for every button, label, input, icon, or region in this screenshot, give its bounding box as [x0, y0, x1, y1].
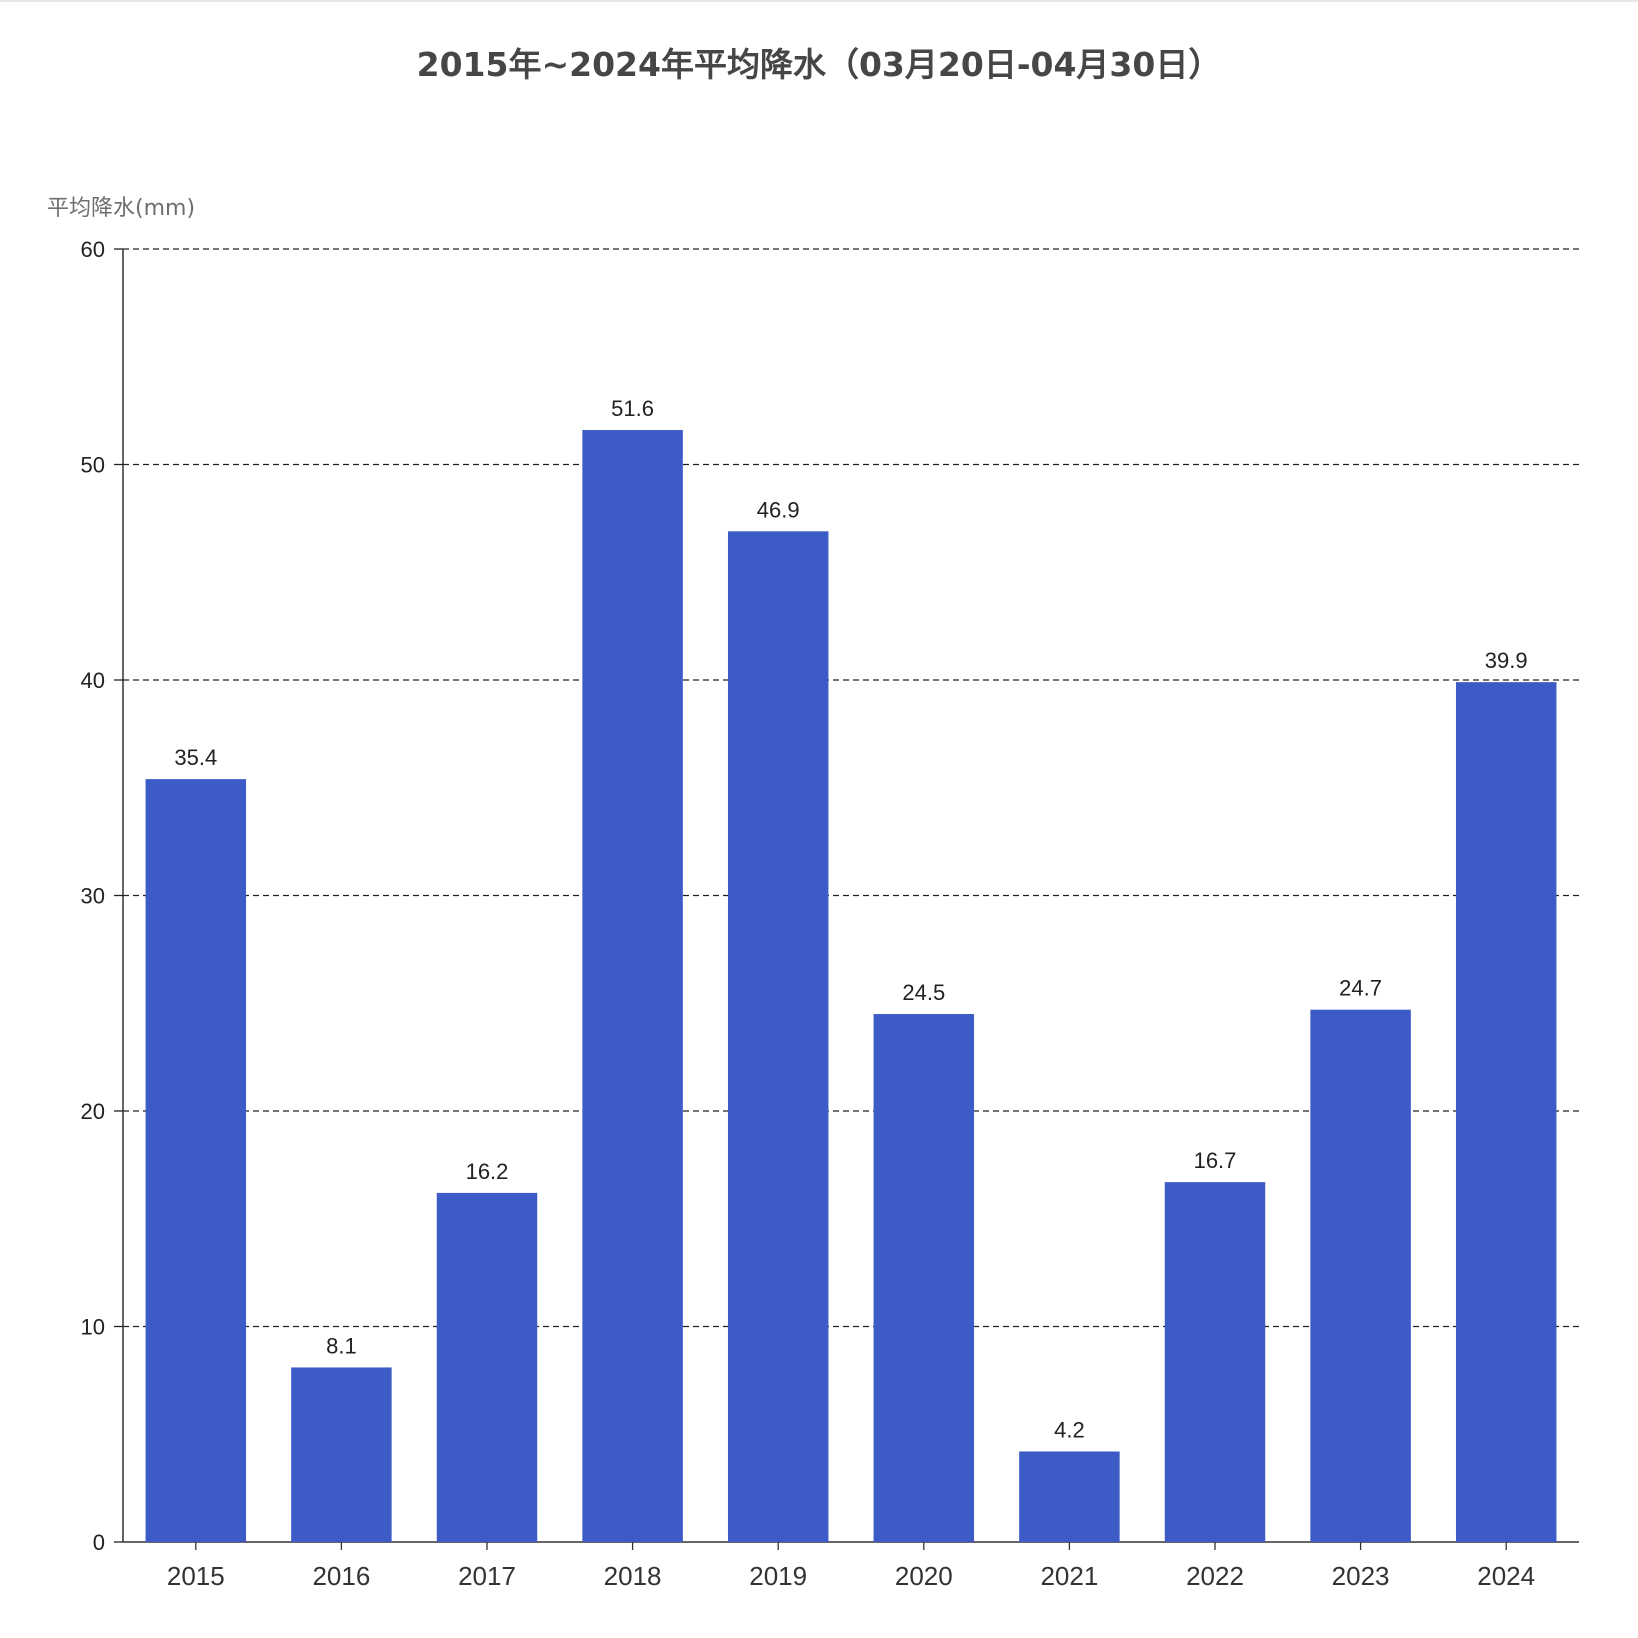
x-tick-label-2021: 2021 [1040, 1561, 1098, 1591]
bar-2016 [291, 1367, 392, 1542]
x-tick-label-2022: 2022 [1186, 1561, 1244, 1591]
top-border [0, 0, 1638, 2]
y-tick-label-0: 0 [93, 1530, 105, 1555]
data-label-2021: 4.2 [1054, 1417, 1085, 1442]
y-axis-label: 平均降水(mm) [47, 196, 195, 221]
y-tick-label-20: 20 [81, 1099, 105, 1124]
data-label-2018: 51.6 [611, 396, 654, 421]
bar-2017 [436, 1192, 538, 1542]
bar-2024 [1455, 682, 1557, 1542]
x-tick-label-2023: 2023 [1332, 1561, 1390, 1591]
x-tick-label-2019: 2019 [749, 1561, 807, 1591]
data-label-2024: 39.9 [1485, 648, 1528, 673]
bar-2015 [145, 779, 247, 1542]
bar-2023 [1310, 1009, 1411, 1542]
x-tick-label-2017: 2017 [458, 1561, 516, 1591]
data-label-2016: 8.1 [326, 1333, 357, 1358]
data-labels: 35.4 8.1 16.2 51.6 46.9 24.5 4.2 16.7 24.7 39.9 [174, 396, 1527, 1442]
x-tick-label-2015: 2015 [167, 1561, 225, 1591]
bar-2019 [727, 531, 829, 1542]
data-label-2022: 16.7 [1194, 1148, 1237, 1173]
bar-2022 [1164, 1182, 1266, 1542]
chart-title: 2015年~2024年平均降水（03月20日-04月30日） [416, 45, 1222, 84]
bars [145, 430, 1557, 1542]
data-label-2017: 16.2 [466, 1159, 509, 1184]
y-tick-label-10: 10 [81, 1315, 105, 1340]
y-tick-label-30: 30 [81, 884, 105, 909]
data-label-2020: 24.5 [902, 980, 945, 1005]
x-tick-labels: 2015 2016 2017 2018 2019 2020 2021 2022 2023 2024 [167, 1561, 1535, 1591]
bar-2021 [1019, 1451, 1120, 1542]
y-tick-labels: 0 10 20 30 40 50 60 [81, 237, 105, 1555]
x-tick-label-2024: 2024 [1477, 1561, 1535, 1591]
data-label-2015: 35.4 [174, 745, 217, 770]
bar-2020 [873, 1014, 975, 1542]
y-tick-label-60: 60 [81, 237, 105, 262]
bar-2018 [582, 430, 683, 1542]
y-tick-label-40: 40 [81, 668, 105, 693]
y-tick-label-50: 50 [81, 453, 105, 478]
data-label-2023: 24.7 [1339, 976, 1382, 1001]
data-label-2019: 46.9 [757, 497, 800, 522]
x-tick-label-2016: 2016 [312, 1561, 370, 1591]
x-tick-label-2020: 2020 [895, 1561, 953, 1591]
x-tick-label-2018: 2018 [604, 1561, 662, 1591]
